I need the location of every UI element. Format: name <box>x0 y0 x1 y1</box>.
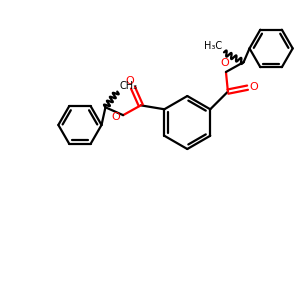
Text: O: O <box>126 76 134 86</box>
Text: O: O <box>220 58 229 68</box>
Text: O: O <box>111 112 120 122</box>
Text: H₃C: H₃C <box>204 41 222 51</box>
Text: CH₃: CH₃ <box>119 81 137 91</box>
Text: O: O <box>250 82 258 92</box>
